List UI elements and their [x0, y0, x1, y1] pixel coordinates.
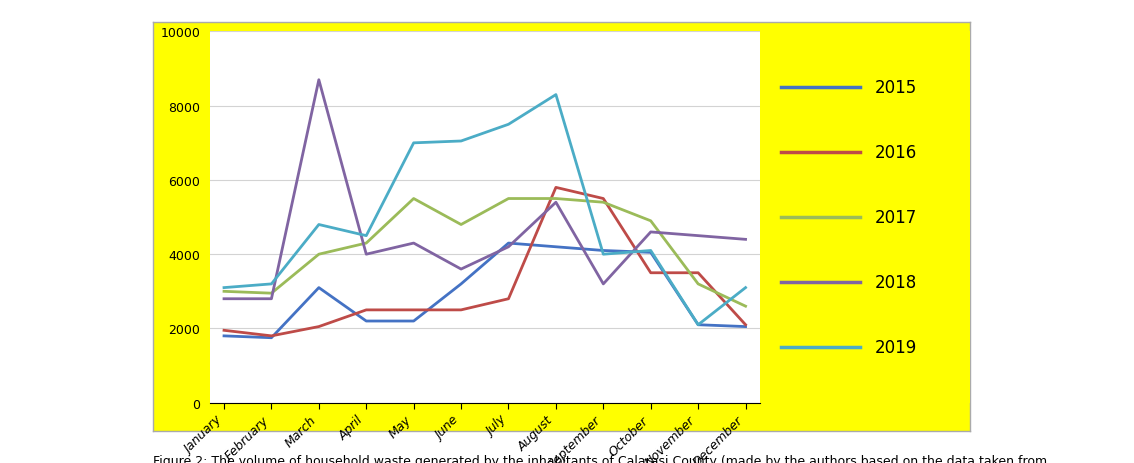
2015 — [312, 285, 325, 291]
Text: 2015: 2015 — [874, 79, 916, 97]
2019 — [596, 252, 610, 257]
Line: 2015: 2015 — [225, 244, 745, 338]
2019 — [455, 139, 468, 144]
2019 — [359, 233, 373, 239]
2017 — [596, 200, 610, 206]
2019 — [264, 282, 278, 287]
2015 — [264, 335, 278, 341]
2015 — [218, 333, 231, 339]
Line: 2018: 2018 — [225, 81, 745, 299]
2018 — [549, 200, 562, 206]
2016 — [359, 307, 373, 313]
2017 — [692, 282, 705, 287]
Text: 2016: 2016 — [874, 144, 916, 162]
2018 — [644, 230, 658, 235]
2018 — [312, 78, 325, 83]
2016 — [455, 307, 468, 313]
2016 — [501, 296, 515, 302]
2019 — [549, 93, 562, 98]
2016 — [738, 322, 752, 328]
2017 — [407, 196, 421, 202]
2017 — [549, 196, 562, 202]
2015 — [692, 322, 705, 328]
Line: 2019: 2019 — [225, 95, 745, 325]
2017 — [264, 291, 278, 296]
2017 — [312, 252, 325, 257]
2016 — [549, 185, 562, 191]
2017 — [455, 222, 468, 228]
2015 — [738, 324, 752, 330]
2017 — [644, 219, 658, 224]
2015 — [596, 248, 610, 254]
Text: Figure 2: The volume of household waste generated by the inhabitants of Calarasi: Figure 2: The volume of household waste … — [153, 454, 1047, 463]
2016 — [644, 270, 658, 276]
2015 — [359, 319, 373, 324]
Line: 2016: 2016 — [225, 188, 745, 336]
2018 — [359, 252, 373, 257]
2016 — [218, 328, 231, 333]
2017 — [218, 289, 231, 294]
2017 — [501, 196, 515, 202]
2015 — [549, 244, 562, 250]
2018 — [501, 244, 515, 250]
2016 — [692, 270, 705, 276]
2019 — [407, 141, 421, 146]
2017 — [738, 304, 752, 309]
2015 — [501, 241, 515, 246]
2016 — [596, 196, 610, 202]
2018 — [407, 241, 421, 246]
Text: 2018: 2018 — [874, 274, 916, 291]
2016 — [264, 333, 278, 339]
2015 — [407, 319, 421, 324]
2018 — [692, 233, 705, 239]
2019 — [738, 285, 752, 291]
2018 — [738, 237, 752, 243]
Line: 2017: 2017 — [225, 199, 745, 307]
Text: 2019: 2019 — [874, 338, 916, 356]
2019 — [312, 222, 325, 228]
2018 — [596, 282, 610, 287]
2016 — [312, 324, 325, 330]
2019 — [692, 322, 705, 328]
2016 — [407, 307, 421, 313]
2019 — [501, 122, 515, 128]
2018 — [264, 296, 278, 302]
2015 — [455, 282, 468, 287]
2017 — [359, 241, 373, 246]
2018 — [455, 267, 468, 272]
2019 — [644, 248, 658, 254]
Text: 2017: 2017 — [874, 209, 916, 226]
2015 — [644, 250, 658, 256]
2019 — [218, 285, 231, 291]
2018 — [218, 296, 231, 302]
